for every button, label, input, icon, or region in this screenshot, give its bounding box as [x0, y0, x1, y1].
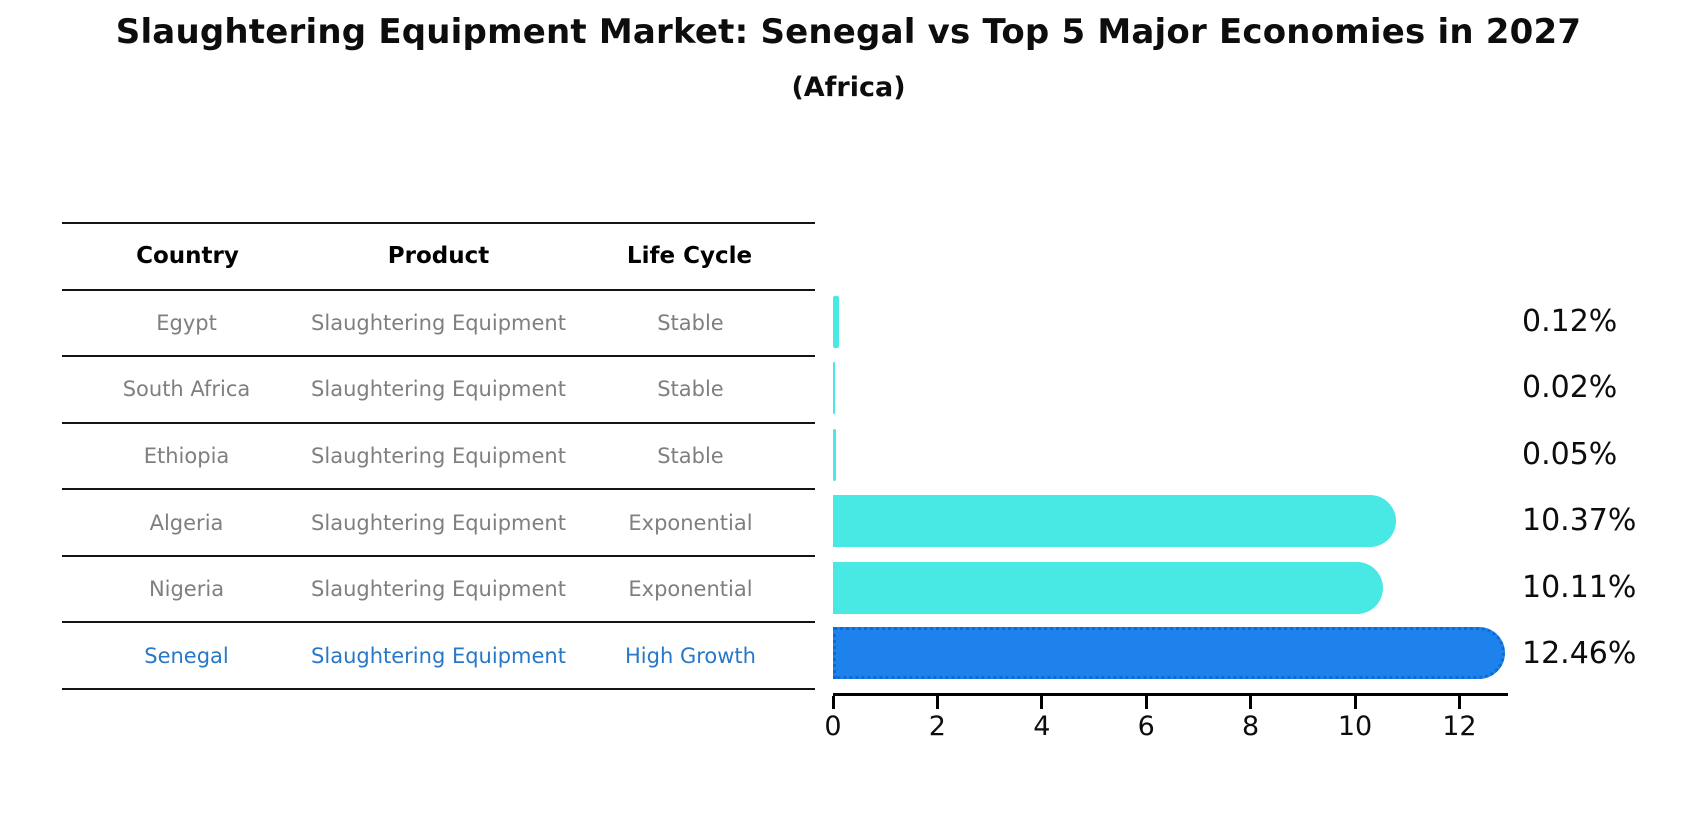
- product-cell: Slaughtering Equipment: [311, 443, 566, 468]
- value-label-algeria: 10.37%: [1522, 503, 1637, 538]
- product-cell: Slaughtering Equipment: [311, 310, 566, 335]
- value-label-nigeria: 10.11%: [1522, 570, 1637, 605]
- country-cell: Egypt: [156, 310, 217, 335]
- country-cell: Senegal: [144, 643, 229, 668]
- product-cell: Slaughtering Equipment: [311, 643, 566, 668]
- x-axis-tick-mark: [1144, 696, 1148, 709]
- column-header-product: Product: [387, 243, 490, 270]
- x-axis-tick-label: 4: [1033, 711, 1051, 742]
- chart-subtitle: (Africa): [791, 72, 906, 103]
- x-axis-tick-mark: [1040, 696, 1044, 709]
- x-axis-tick-mark: [935, 696, 939, 709]
- bar-senegal: [833, 627, 1506, 679]
- table-row-ethiopia: Ethiopia Slaughtering Equipment Stable: [62, 421, 815, 489]
- x-axis-tick-label: 0: [824, 711, 842, 742]
- table-row-senegal: Senegal Slaughtering Equipment High Grow…: [62, 621, 815, 688]
- x-axis-tick-mark: [1457, 696, 1461, 709]
- value-label-senegal: 12.46%: [1522, 636, 1637, 671]
- x-axis-tick-label: 2: [928, 711, 946, 742]
- product-cell: Slaughtering Equipment: [311, 577, 566, 602]
- life-cycle-cell: Stable: [657, 377, 724, 402]
- life-cycle-cell: High Growth: [625, 643, 756, 668]
- life-cycle-cell: Exponential: [628, 510, 753, 535]
- bar-ethiopia: [833, 429, 836, 481]
- x-axis-tick-label: 8: [1242, 711, 1260, 742]
- column-header-country: Country: [136, 243, 239, 270]
- value-label-south-africa: 0.02%: [1522, 370, 1618, 405]
- bar-egypt: [833, 296, 840, 348]
- x-axis-tick-mark: [1249, 696, 1253, 709]
- life-cycle-cell: Stable: [657, 443, 724, 468]
- country-cell: Nigeria: [148, 577, 225, 602]
- bar-algeria: [833, 495, 1397, 547]
- product-cell: Slaughtering Equipment: [311, 377, 566, 402]
- x-axis-tick-mark: [1353, 696, 1357, 709]
- x-axis-tick-label: 6: [1137, 711, 1155, 742]
- product-cell: Slaughtering Equipment: [311, 510, 566, 535]
- life-cycle-cell: Exponential: [628, 577, 753, 602]
- bar-nigeria: [833, 562, 1383, 614]
- country-cell: Algeria: [149, 510, 224, 535]
- chart-title: Slaughtering Equipment Market: Senegal v…: [115, 12, 1582, 52]
- value-label-ethiopia: 0.05%: [1522, 437, 1618, 472]
- table-row-nigeria: Nigeria Slaughtering Equipment Exponenti…: [62, 554, 815, 622]
- life-cycle-cell: Stable: [657, 310, 724, 335]
- table-row-egypt: Egypt Slaughtering Equipment Stable: [62, 288, 815, 356]
- bar-south-africa: [833, 362, 835, 414]
- country-cell: South Africa: [122, 377, 251, 402]
- x-axis-tick-mark: [831, 696, 835, 709]
- table-row-south-africa: South Africa Slaughtering Equipment Stab…: [62, 355, 815, 422]
- x-axis-tick-label: 10: [1337, 711, 1373, 742]
- comparison-table: Country Product Life Cycle Egypt Slaught…: [62, 222, 815, 690]
- column-header-life-cycle: Life Cycle: [626, 243, 753, 270]
- value-label-egypt: 0.12%: [1522, 304, 1618, 339]
- table-header-row: Country Product Life Cycle: [62, 222, 815, 289]
- x-axis-tick-label: 12: [1442, 711, 1477, 742]
- country-cell: Ethiopia: [143, 443, 230, 468]
- x-axis-line: [833, 693, 1508, 696]
- table-row-algeria: Algeria Slaughtering Equipment Exponenti…: [62, 488, 815, 555]
